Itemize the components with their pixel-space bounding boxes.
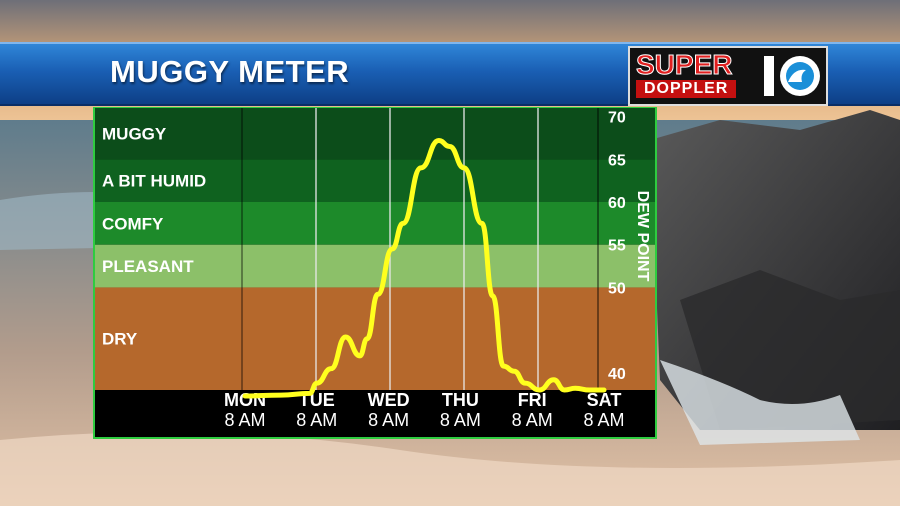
x-tick-day: THU [442, 390, 479, 410]
wave-10-icon [764, 56, 820, 96]
band-label: COMFY [102, 214, 164, 233]
band-comfy [95, 202, 655, 245]
x-tick-day: MON [224, 390, 266, 410]
y-axis-label: DEW POINT [634, 191, 651, 282]
x-tick-time: 8 AM [512, 410, 553, 430]
y-tick-label: 50 [608, 280, 626, 297]
page-title: MUGGY METER [110, 54, 350, 89]
y-tick-label: 70 [608, 110, 626, 127]
y-tick-label: 65 [608, 152, 626, 169]
band-label: MUGGY [102, 125, 167, 144]
band-a-bit-humid [95, 159, 655, 202]
x-tick-time: 8 AM [296, 410, 337, 430]
x-tick-time: 8 AM [224, 410, 265, 430]
dew-point-line [242, 137, 607, 399]
band-muggy [95, 108, 655, 160]
logo-doppler-text: DOPPLER [636, 80, 737, 98]
band-label: A BIT HUMID [102, 172, 206, 191]
band-label: DRY [102, 330, 138, 349]
logo-super-text: SUPER [635, 49, 733, 81]
y-tick-label: 40 [608, 366, 626, 383]
x-tick-day: WED [368, 390, 410, 410]
x-tick-time: 8 AM [368, 410, 409, 430]
x-tick-time: 8 AM [440, 410, 481, 430]
band-label: PLEASANT [102, 257, 194, 276]
band-pleasant [95, 244, 655, 288]
title-bar: MUGGY METER SUPER DOPPLER [0, 42, 900, 106]
x-tick-day: FRI [518, 390, 547, 410]
y-tick-label: 55 [608, 238, 626, 255]
x-tick-time: 8 AM [583, 410, 624, 430]
x-tick-day: SAT [587, 390, 622, 410]
y-tick-label: 60 [608, 195, 626, 212]
station-logo: SUPER DOPPLER [628, 46, 828, 106]
